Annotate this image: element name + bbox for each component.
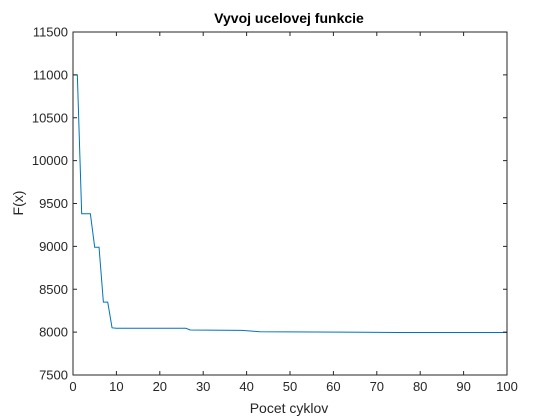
x-axis: 0 10 20 30 40 50 60 70 80 90 100 xyxy=(69,32,518,394)
x-tick-label: 70 xyxy=(370,379,384,394)
y-tick-label: 11000 xyxy=(33,67,68,82)
y-tick-label: 9000 xyxy=(39,239,68,254)
x-tick-label: 30 xyxy=(196,379,210,394)
x-tick-label: 50 xyxy=(283,379,297,394)
x-tick-label: 100 xyxy=(496,379,518,394)
x-tick-label: 0 xyxy=(69,379,76,394)
y-tick-label: 11500 xyxy=(33,25,68,40)
x-tick-label: 60 xyxy=(326,379,340,394)
x-tick-label: 10 xyxy=(109,379,123,394)
x-tick-label: 80 xyxy=(413,379,427,394)
plot-area xyxy=(73,32,507,375)
y-tick-label: 7500 xyxy=(39,368,68,383)
y-tick-label: 9500 xyxy=(39,196,68,211)
series-layer xyxy=(73,74,508,334)
x-axis-title: Pocet cyklov xyxy=(250,400,329,416)
x-tick-label: 40 xyxy=(239,379,253,394)
y-tick-label: 10000 xyxy=(32,153,68,168)
x-tick-label: 90 xyxy=(456,379,470,394)
y-tick-label: 8500 xyxy=(39,282,68,297)
y-tick-label: 8000 xyxy=(39,325,68,340)
y-tick-label: 10500 xyxy=(32,110,68,125)
plot-background xyxy=(73,32,507,375)
y-axis-title: F(x) xyxy=(10,191,26,216)
y-axis: 7500 8000 8500 9000 9500 10000 10500 11000 11500 xyxy=(32,25,507,383)
x-tick-label: 20 xyxy=(153,379,167,394)
chart-title: Vyvoj ucelovej funkcie xyxy=(214,10,364,26)
series-line-0 xyxy=(73,74,508,334)
